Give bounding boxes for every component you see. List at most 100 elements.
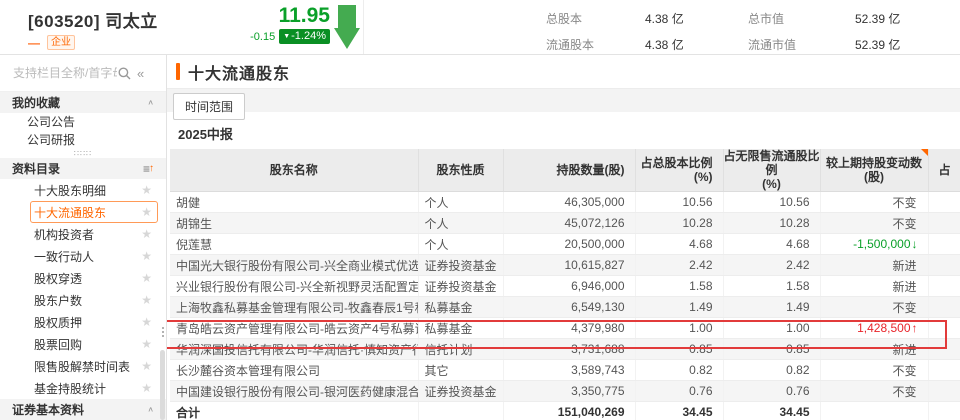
sidebar-item-label: 机构投资者 (34, 227, 95, 242)
stat-value: 4.38 亿 (645, 12, 684, 26)
toolbar: 时间范围 (167, 89, 960, 120)
star-icon[interactable]: ★ (141, 227, 152, 241)
cell-shares: 45,072,126 (503, 212, 636, 234)
sidebar-item[interactable]: 一致行动人 ★ (30, 245, 158, 267)
cell-pct-total: 1.00 (635, 317, 724, 339)
table-row[interactable]: 上海牧鑫私募基金管理有限公司-牧鑫春辰1号私募证券投资... 私募基金 6,54… (170, 296, 960, 318)
table-row[interactable]: 中国光大银行股份有限公司-兴全商业模式优选混合型证券... 证券投资基金 10,… (170, 254, 960, 276)
sidebar-item-label: 十大流通股东 (34, 205, 107, 220)
cell-change: 1,428,500↑ (820, 317, 929, 339)
cell-pct-float: 10.56 (723, 191, 821, 213)
drag-dots-icon: ∷∷∷ (73, 148, 93, 158)
stat-value: 4.38 亿 (645, 38, 684, 52)
sidebar-item-label: 股权质押 (34, 315, 83, 330)
cell-pct-float: 10.28 (723, 212, 821, 234)
star-icon[interactable]: ★ (141, 381, 152, 395)
price-change-pct: -1.24% (291, 30, 326, 42)
stat-label: 总市值 (748, 12, 785, 26)
shareholders-table: 股东名称 股东性质 持股数量(股) 占总股本比例(%) 占无限售流通股比例 (%… (170, 149, 960, 420)
col-header-pct-float: 占无限售流通股比例 (%) (723, 149, 821, 192)
sidebar-item[interactable]: 十大股东明细 ★ (30, 179, 158, 201)
table-row[interactable]: 倪莲慧 个人 20,500,000 4.68 4.68 -1,500,000↓ (170, 233, 960, 255)
sidebar-item-company-research[interactable]: 公司研报 (27, 133, 76, 147)
cell-shareholder-type: 私募基金 (418, 317, 504, 339)
sidebar-section-basics[interactable]: 证券基本资料 ∧ (0, 399, 166, 420)
star-icon[interactable]: ★ (141, 183, 152, 197)
sidebar-item[interactable]: 机构投资者 ★ (30, 223, 158, 245)
title-accent-bar (176, 63, 180, 80)
sidebar-item-label: 股票回购 (34, 337, 83, 352)
table-row[interactable]: 胡健 个人 46,305,000 10.56 10.56 不变 (170, 191, 960, 213)
sidebar-item[interactable]: 限售股解禁时间表 ★ (30, 355, 158, 377)
cell-shareholder-name: 合计 (170, 401, 419, 420)
sidebar-item[interactable]: 股东户数 ★ (30, 289, 158, 311)
time-range-button[interactable]: 时间范围 (173, 93, 246, 120)
table-header-row: 股东名称 股东性质 持股数量(股) 占总股本比例(%) 占无限售流通股比例 (%… (170, 149, 960, 192)
cell-shareholder-type: 证券投资基金 (418, 380, 504, 402)
sidebar-item-label: 十大股东明细 (34, 183, 107, 198)
chevron-up-icon[interactable]: ∧ (147, 405, 154, 414)
sidebar-item[interactable]: 股权穿透 ★ (30, 267, 158, 289)
cell-shareholder-type: 个人 (418, 212, 504, 234)
stock-tags: — 企业 (28, 35, 158, 50)
sidebar-item-company-announcements[interactable]: 公司公告 (27, 115, 76, 129)
page-title-row: 十大流通股东 (167, 55, 960, 89)
table-row[interactable]: 合计 151,040,269 34.45 34.45 (170, 401, 960, 420)
sidebar-scrollbar-thumb[interactable] (160, 350, 165, 420)
table-row[interactable]: 中国建设银行股份有限公司-银河医药健康混合型证券投资... 证券投资基金 3,3… (170, 380, 960, 402)
sidebar-item[interactable]: 基金持股统计 ★ (30, 377, 158, 399)
collapse-sidebar-icon[interactable]: « (137, 65, 145, 81)
sidebar-item[interactable]: 十大流通股东 ★ (30, 201, 158, 223)
cell-clipped (928, 401, 960, 420)
star-icon[interactable]: ★ (141, 205, 152, 219)
star-icon[interactable]: ★ (141, 337, 152, 351)
star-icon[interactable]: ★ (141, 315, 152, 329)
cell-pct-total: 0.82 (635, 359, 724, 381)
table-row[interactable]: 华润深国投信托有限公司-华润信托·慎知资产行知集合资金... 信托计划 3,73… (170, 338, 960, 360)
change-arrow-icon: ↓ (911, 237, 918, 251)
stock-title: [603520] 司太立 (28, 12, 158, 31)
cell-pct-total: 2.42 (635, 254, 724, 276)
star-icon[interactable]: ★ (141, 359, 152, 373)
table-row[interactable]: 青岛皓云资产管理有限公司-皓云资产4号私募证券投资基金 私募基金 4,379,9… (170, 317, 960, 339)
star-icon[interactable]: ★ (141, 293, 152, 307)
cell-change: 新进 (820, 254, 929, 276)
cell-clipped (928, 380, 960, 402)
cell-change (820, 401, 929, 420)
sidebar-splitter-handle[interactable]: ∷∷∷ (0, 149, 166, 158)
col-header-shares: 持股数量(股) (503, 149, 636, 192)
stock-info-block: [603520] 司太立 — 企业 (28, 7, 158, 50)
sidebar-item-label: 基金持股统计 (34, 381, 107, 396)
cell-pct-float: 4.68 (723, 233, 821, 255)
cell-shareholder-type: 证券投资基金 (418, 275, 504, 297)
basics-title: 证券基本资料 (12, 403, 85, 417)
table-row[interactable]: 长沙麓谷资本管理有限公司 其它 3,589,743 0.82 0.82 不变 (170, 359, 960, 381)
sidebar-item[interactable]: 股票回购 ★ (30, 333, 158, 355)
cell-pct-total: 10.28 (635, 212, 724, 234)
cell-clipped (928, 212, 960, 234)
cell-change: 新进 (820, 338, 929, 360)
sidebar-section-catalog[interactable]: 资料目录 ≡ ↑ (0, 158, 166, 179)
cell-change: 不变 (820, 359, 929, 381)
table-row[interactable]: 兴业银行股份有限公司-兴全新视野灵活配置定期开放混合... 证券投资基金 6,9… (170, 275, 960, 297)
cell-pct-float: 1.58 (723, 275, 821, 297)
sidebar-section-favorites[interactable]: 我的收藏 ∧ (0, 92, 166, 113)
catalog-title: 资料目录 (12, 162, 61, 176)
cell-pct-total: 1.49 (635, 296, 724, 318)
sidebar-search-input[interactable] (13, 66, 117, 80)
collapse-all-icon[interactable]: ≡ ↑ (143, 162, 154, 176)
chevron-up-icon[interactable]: ∧ (147, 98, 154, 107)
cell-shares: 6,946,000 (503, 275, 636, 297)
cell-clipped (928, 254, 960, 276)
panel-splitter-handle[interactable] (160, 321, 166, 343)
table-row[interactable]: 胡锦生 个人 45,072,126 10.28 10.28 不变 (170, 212, 960, 234)
star-icon[interactable]: ★ (141, 271, 152, 285)
sidebar-item[interactable]: 股权质押 ★ (30, 311, 158, 333)
stock-price: 11.95 (278, 4, 330, 27)
search-icon[interactable] (118, 67, 131, 80)
cell-shares: 4,379,980 (503, 317, 636, 339)
star-icon[interactable]: ★ (141, 249, 152, 263)
cell-pct-total: 10.56 (635, 191, 724, 213)
cell-change: 不变 (820, 212, 929, 234)
sidebar-item-label: 股权穿透 (34, 271, 83, 286)
